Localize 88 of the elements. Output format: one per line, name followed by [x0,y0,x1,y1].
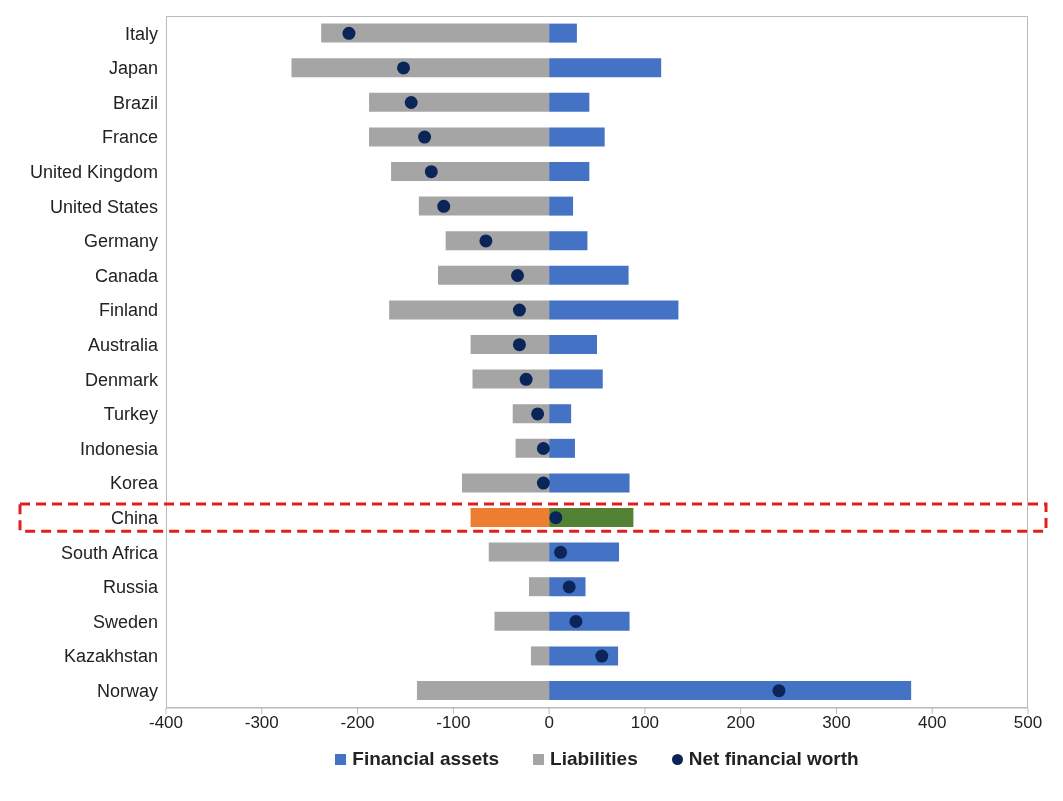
y-tick-label: Kazakhstan [63,646,158,667]
point [511,269,524,282]
bar [438,265,550,285]
bar [549,162,590,182]
bar [470,508,550,528]
bar [549,196,574,216]
y-tick-label: Italy [124,23,158,44]
bar [549,404,572,424]
bar [494,611,550,631]
y-tick-label: United States [49,196,158,217]
bar [549,681,912,701]
x-tick-label: -200 [340,713,375,733]
legend-label: Liabilities [549,748,638,770]
bar [549,646,619,666]
point [479,234,493,248]
x-tick-label: -300 [244,713,279,733]
bar [549,335,597,355]
point [772,684,786,698]
y-tick-label: Finland [98,300,158,321]
bar [549,23,577,43]
point [549,511,563,525]
point [404,96,418,109]
y-tick-label: Brazil [112,92,158,113]
point [536,442,550,455]
y-tick-label: Germany [83,231,158,252]
bar [549,92,590,112]
bar [549,508,634,528]
bar [549,542,620,562]
y-tick-label: Norway [96,681,158,702]
point [554,545,568,559]
point [424,165,438,179]
bar [389,300,550,320]
bar [321,23,550,43]
bar [549,231,588,251]
y-tick-label: Canada [94,265,159,286]
x-tick-label: 200 [726,713,755,733]
x-tick-label: 300 [822,713,851,733]
bar [488,542,550,562]
point [569,615,583,628]
y-tick-label: Russia [102,577,159,598]
y-tick-label: Turkey [103,404,158,425]
legend-label: Net financial worth [687,748,859,770]
bar [461,473,550,493]
point [512,338,526,352]
x-tick-label: -400 [148,713,184,733]
y-tick-label: Sweden [92,611,158,632]
y-tick-label: Denmark [84,369,159,390]
x-tick-label: 0 [544,713,554,733]
legend-label: Financial assets [351,748,500,770]
x-tick-label: 100 [630,713,660,733]
y-tick-label: South Africa [60,542,159,563]
point [512,303,526,317]
bar [549,127,605,147]
bar [470,335,550,355]
y-tick-label: France [101,127,158,148]
bar [549,265,629,285]
x-tick-label: 400 [918,713,947,733]
bar [472,369,550,389]
bar [549,369,603,389]
bar [445,231,550,251]
point [397,61,411,75]
bar [549,611,630,631]
y-tick-label: China [110,508,159,529]
bar [549,300,679,320]
bar [416,681,550,701]
point [519,372,533,386]
bar [391,162,550,182]
point [342,26,356,40]
point [595,649,609,663]
bar [529,577,550,597]
x-tick-label: 500 [1013,713,1043,733]
bar [369,92,550,112]
bar [549,438,575,458]
bar [291,58,550,78]
y-tick-label: Korea [109,473,159,494]
bar [549,58,662,78]
y-tick-label: Japan [108,58,158,79]
x-tick-label: -100 [436,713,471,733]
y-tick-label: Indonesia [79,438,159,459]
bar [530,646,550,666]
y-tick-label: Australia [87,335,159,356]
bar [549,473,630,493]
point [418,130,432,144]
y-tick-label: United Kingdom [29,162,158,183]
bar [418,196,550,216]
bar [369,127,550,147]
point [536,476,550,490]
point [437,199,451,213]
